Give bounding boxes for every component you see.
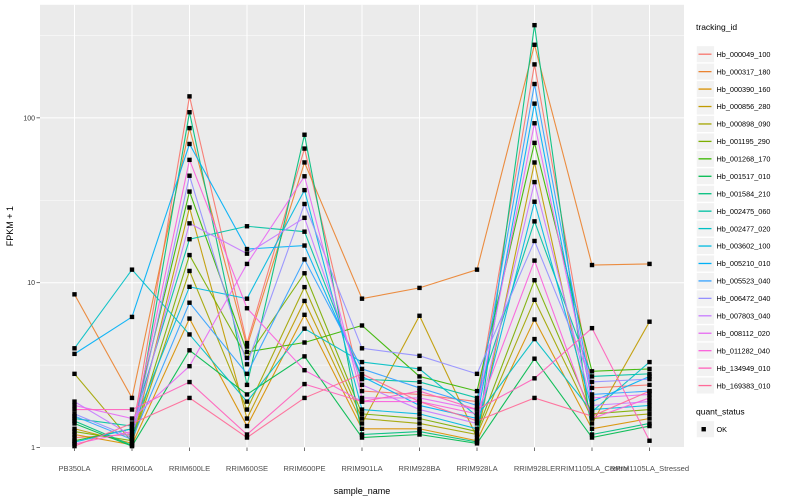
svg-text:100: 100 [23, 115, 35, 122]
svg-text:Hb_007803_040: Hb_007803_040 [717, 312, 771, 321]
svg-text:Hb_134949_010: Hb_134949_010 [717, 364, 771, 373]
svg-text:RRIM600SE: RRIM600SE [226, 464, 268, 473]
svg-text:Hb_001517_010: Hb_001517_010 [717, 172, 771, 181]
svg-text:Hb_008112_020: Hb_008112_020 [717, 329, 770, 338]
svg-text:RRIM600PE: RRIM600PE [283, 464, 325, 473]
svg-text:Hb_001584_210: Hb_001584_210 [717, 189, 771, 198]
svg-text:1: 1 [31, 445, 35, 452]
svg-text:Hb_169383_010: Hb_169383_010 [717, 381, 771, 390]
svg-text:Hb_005210_010: Hb_005210_010 [717, 259, 771, 268]
svg-text:Hb_000049_100: Hb_000049_100 [717, 50, 771, 59]
svg-text:Hb_003602_100: Hb_003602_100 [717, 242, 771, 251]
svg-text:FPKM + 1: FPKM + 1 [5, 206, 15, 246]
svg-text:Hb_005523_040: Hb_005523_040 [717, 277, 771, 286]
svg-text:Hb_001195_290: Hb_001195_290 [717, 137, 770, 146]
svg-text:sample_name: sample_name [334, 486, 391, 496]
svg-text:Hb_001268_170: Hb_001268_170 [717, 155, 771, 164]
svg-text:RRIM1105LA_Stressed: RRIM1105LA_Stressed [610, 464, 689, 473]
svg-text:OK: OK [717, 425, 728, 434]
svg-text:Hb_002477_020: Hb_002477_020 [717, 224, 771, 233]
svg-text:Hb_000317_180: Hb_000317_180 [717, 67, 771, 76]
svg-text:Hb_011282_040: Hb_011282_040 [717, 346, 770, 355]
svg-text:Hb_000898_090: Hb_000898_090 [717, 120, 771, 129]
svg-text:tracking_id: tracking_id [696, 22, 737, 32]
svg-text:RRIM901LA: RRIM901LA [341, 464, 383, 473]
svg-text:RRIM600LA: RRIM600LA [111, 464, 153, 473]
svg-text:Hb_000390_160: Hb_000390_160 [717, 85, 771, 94]
svg-text:PB350LA: PB350LA [58, 464, 91, 473]
svg-text:RRIM928BA: RRIM928BA [398, 464, 441, 473]
svg-text:RRIM928LA: RRIM928LA [456, 464, 498, 473]
svg-text:quant_status: quant_status [696, 406, 745, 416]
svg-text:RRIM928LE: RRIM928LE [514, 464, 555, 473]
svg-text:RRIM600LE: RRIM600LE [169, 464, 210, 473]
svg-text:Hb_006472_040: Hb_006472_040 [717, 294, 771, 303]
svg-text:Hb_002475_060: Hb_002475_060 [717, 207, 771, 216]
svg-text:10: 10 [27, 280, 35, 287]
svg-text:Hb_000856_280: Hb_000856_280 [717, 102, 771, 111]
